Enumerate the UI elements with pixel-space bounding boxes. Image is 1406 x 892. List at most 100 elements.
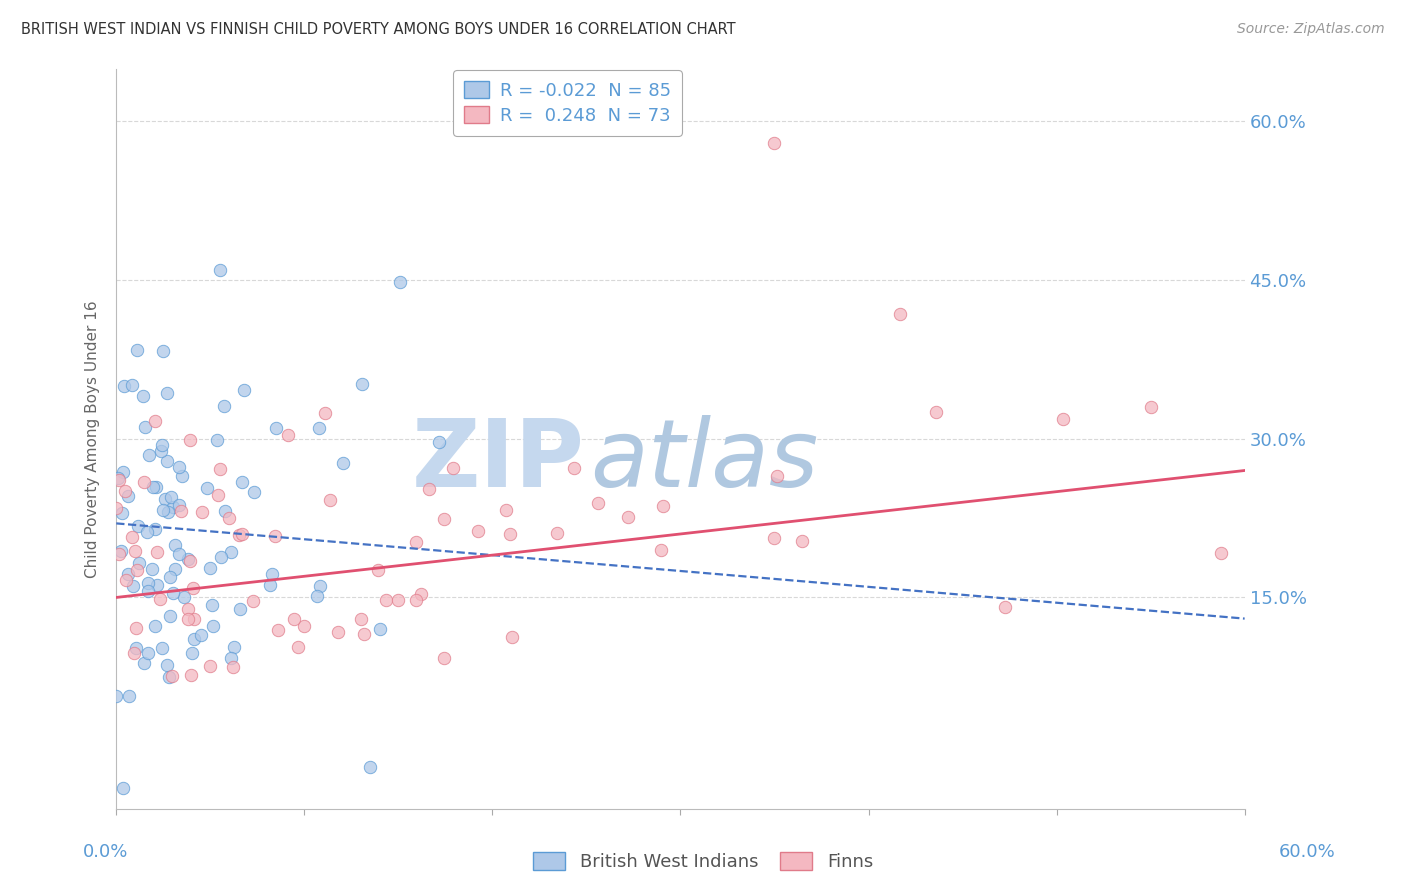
Point <box>562 460 585 475</box>
Point <box>467 524 489 538</box>
Point <box>121 377 143 392</box>
Point <box>134 419 156 434</box>
Point <box>176 602 198 616</box>
Point <box>145 619 167 633</box>
Point <box>359 760 381 774</box>
Point <box>305 589 328 603</box>
Point <box>114 379 136 393</box>
Point <box>146 578 169 592</box>
Point <box>368 622 391 636</box>
Point <box>143 522 166 536</box>
Point <box>652 499 675 513</box>
Point <box>145 480 167 494</box>
Point <box>277 428 299 442</box>
Point <box>207 488 229 502</box>
Point <box>790 533 813 548</box>
Point <box>405 534 427 549</box>
Point <box>117 566 139 581</box>
Point <box>181 646 204 660</box>
Point <box>146 544 169 558</box>
Point <box>105 689 128 703</box>
Point <box>114 484 136 499</box>
Point <box>266 623 288 637</box>
Point <box>124 543 146 558</box>
Point <box>160 669 183 683</box>
Point <box>209 549 232 564</box>
Point <box>132 656 155 670</box>
Point <box>308 421 330 435</box>
Point <box>375 593 398 607</box>
Point <box>124 640 146 655</box>
Point <box>763 531 786 545</box>
Point <box>177 552 200 566</box>
Point <box>243 485 266 500</box>
Point <box>231 475 253 490</box>
Point <box>141 561 163 575</box>
Point <box>163 537 186 551</box>
Point <box>765 468 787 483</box>
Point <box>125 343 148 357</box>
Point <box>128 556 150 570</box>
Point <box>222 640 245 655</box>
Point <box>159 570 181 584</box>
Point <box>136 576 159 591</box>
Point <box>219 545 242 559</box>
Point <box>135 525 157 540</box>
Point <box>107 471 129 485</box>
Point <box>156 658 179 673</box>
Point <box>588 496 610 510</box>
Point <box>259 578 281 592</box>
Point <box>283 612 305 626</box>
Point <box>173 591 195 605</box>
Text: ZIP: ZIP <box>412 415 585 507</box>
Point <box>498 526 520 541</box>
Point <box>150 641 173 656</box>
Point <box>122 646 145 660</box>
Point <box>433 651 456 665</box>
Point <box>162 586 184 600</box>
Text: atlas: atlas <box>591 416 818 507</box>
Point <box>145 414 167 428</box>
Point <box>262 566 284 581</box>
Point <box>167 460 190 475</box>
Point <box>292 618 315 632</box>
Point <box>889 307 911 321</box>
Point <box>132 389 155 403</box>
Point <box>219 651 242 665</box>
Text: Source: ZipAtlas.com: Source: ZipAtlas.com <box>1237 22 1385 37</box>
Point <box>228 528 250 542</box>
Point <box>233 383 256 397</box>
Point <box>353 626 375 640</box>
Point <box>121 530 143 544</box>
Point <box>350 376 373 391</box>
Point <box>264 421 287 435</box>
Point <box>107 473 129 487</box>
Point <box>202 619 225 633</box>
Point <box>547 526 569 541</box>
Text: 0.0%: 0.0% <box>83 843 128 861</box>
Point <box>264 529 287 543</box>
Point <box>136 646 159 660</box>
Point <box>152 344 174 359</box>
Point <box>205 433 228 447</box>
Point <box>179 554 201 568</box>
Text: 60.0%: 60.0% <box>1279 843 1336 861</box>
Point <box>1139 400 1161 414</box>
Point <box>167 547 190 561</box>
Point <box>315 406 337 420</box>
Point <box>122 579 145 593</box>
Point <box>1052 412 1074 426</box>
Point <box>198 560 221 574</box>
Point <box>110 543 132 558</box>
Point <box>1209 546 1232 560</box>
Point <box>208 462 231 476</box>
Point <box>387 593 409 607</box>
Point <box>326 625 349 640</box>
Point <box>157 505 180 519</box>
Point <box>114 573 136 587</box>
Point <box>418 482 440 496</box>
Point <box>617 510 640 524</box>
Point <box>111 465 134 479</box>
Point <box>198 659 221 673</box>
Point <box>167 498 190 512</box>
